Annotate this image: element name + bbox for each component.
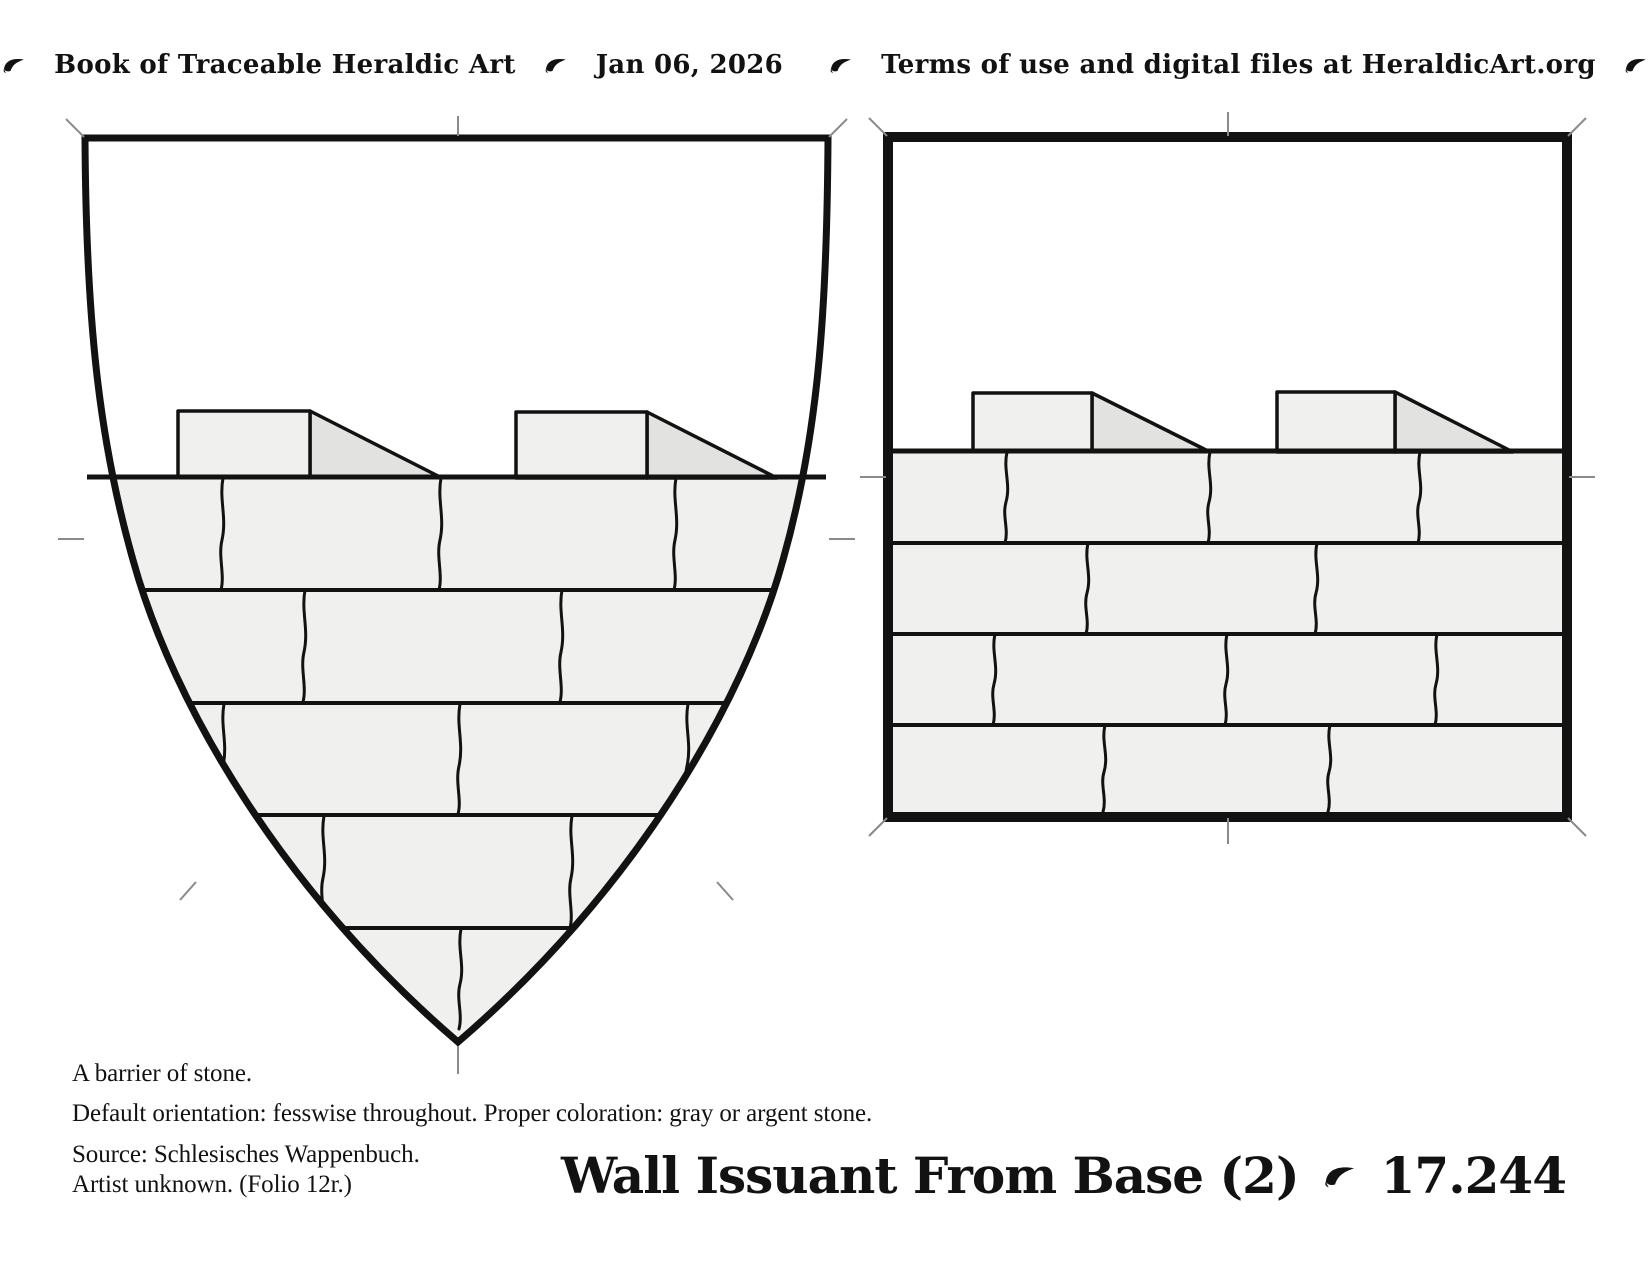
merlon (514, 410, 649, 480)
shield-emblem (58, 116, 855, 1074)
header-terms-link[interactable]: Terms of use and digital files at Herald… (881, 50, 1596, 80)
square-registration-ticks (860, 112, 1595, 844)
merlon-shadow (645, 410, 779, 480)
page-header: Book of Traceable Heraldic Art Jan 06, 2… (0, 50, 1650, 80)
plate-number: 17.244 (1380, 1146, 1567, 1205)
blazon-caption: A barrier of stone. (72, 1060, 252, 1087)
merlon (176, 409, 312, 479)
fleuron-icon (544, 56, 568, 74)
shield-outline (81, 134, 832, 1047)
source-caption: Source: Schlesisches Wappenbuch. Artist … (72, 1140, 420, 1200)
merlon (1275, 390, 1397, 454)
source-line: Source: Schlesisches Wappenbuch. (72, 1141, 420, 1168)
header-book-title: Book of Traceable Heraldic Art (54, 50, 516, 80)
merlon-shadow (308, 409, 442, 479)
merlon (971, 391, 1094, 453)
artist-line: Artist unknown. (Folio 12r.) (72, 1171, 352, 1198)
plate-title-row: Wall Issuant From Base (2) 17.244 (560, 1146, 1567, 1205)
square-emblem (860, 112, 1595, 844)
fleuron-icon (1323, 1163, 1357, 1189)
shield-registration-ticks (58, 116, 855, 1074)
fleuron-icon (2, 56, 26, 74)
orientation-caption: Default orientation: fesswise throughout… (72, 1100, 873, 1127)
fleuron-icon (1624, 56, 1648, 74)
fleuron-icon (829, 56, 853, 74)
header-date: Jan 06, 2026 (595, 50, 784, 80)
plate-title: Wall Issuant From Base (2) (560, 1146, 1300, 1205)
